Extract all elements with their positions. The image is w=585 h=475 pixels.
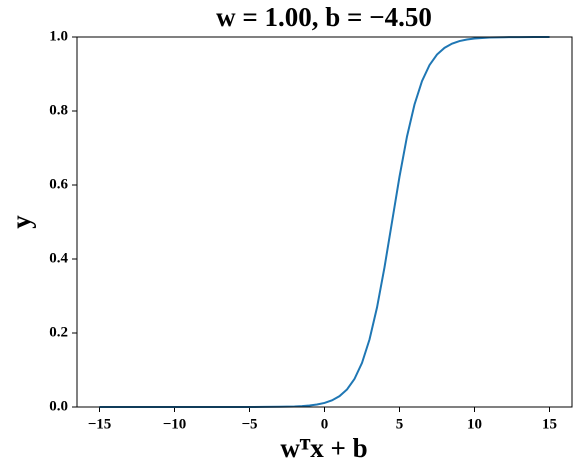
x-tick-label: −15 xyxy=(88,416,112,432)
y-tick-label: 1.0 xyxy=(49,28,68,44)
x-tick-label: −10 xyxy=(163,416,187,432)
x-tick-label: 5 xyxy=(396,416,404,432)
y-tick-label: 0.6 xyxy=(49,176,68,192)
y-tick-label: 0.4 xyxy=(49,250,68,266)
x-tick-label: 0 xyxy=(321,416,329,432)
line xyxy=(99,36,550,408)
x-tick-label: −5 xyxy=(241,416,257,432)
y-tick-label: 0.0 xyxy=(49,398,68,414)
y-axis-label: y xyxy=(6,215,36,229)
y-tick-label: 0.8 xyxy=(49,102,68,118)
x-tick-label: 15 xyxy=(542,416,557,432)
x-tick-label: 10 xyxy=(467,416,482,432)
y-tick-label: 0.2 xyxy=(49,324,68,340)
chart-title: w = 1.00, b = −4.50 xyxy=(216,2,432,32)
plot-frame xyxy=(76,36,573,408)
x-axis-label: wᵀx + b xyxy=(280,433,367,463)
